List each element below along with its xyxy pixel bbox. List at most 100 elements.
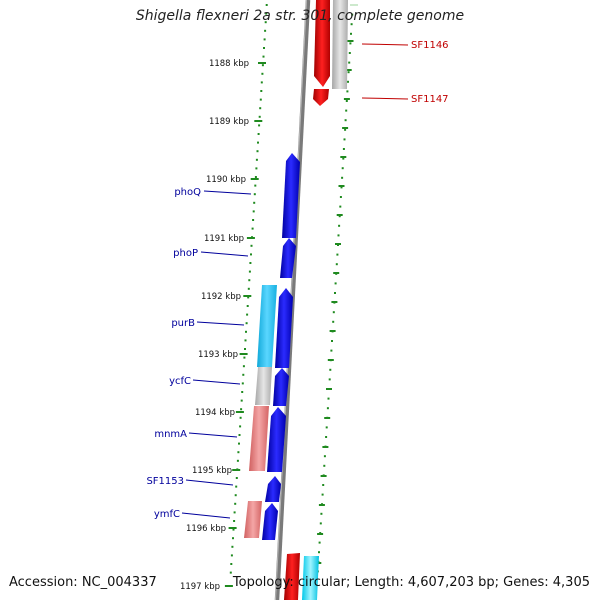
track-dot: [241, 391, 244, 393]
track-dot: [319, 522, 322, 525]
track-dot: [245, 322, 248, 325]
track-dot: [318, 541, 321, 544]
track-dot: [348, 52, 351, 54]
minor-tick: [343, 98, 350, 100]
track-dot: [245, 330, 247, 333]
gene-phoP-arrow[interactable]: [280, 238, 296, 278]
track-dot: [260, 90, 263, 92]
minor-tick: [345, 69, 352, 71]
track-dot: [255, 158, 258, 161]
track-dot: [341, 167, 344, 170]
track-dot: [325, 426, 328, 429]
track-dot: [264, 29, 267, 32]
gene-label-SF1147[interactable]: SF1147: [411, 94, 449, 105]
track-dot: [259, 98, 262, 101]
gene-label-ymfC[interactable]: ymfC: [154, 509, 180, 520]
track-dot: [243, 356, 246, 359]
minor-tick: [336, 214, 343, 216]
gene-label-mnmA[interactable]: mnmA: [154, 429, 187, 440]
track-dot: [346, 90, 349, 93]
tick-label: 1188 kbp: [209, 59, 249, 69]
track-dot: [247, 296, 250, 299]
track-dot: [247, 287, 250, 290]
leader-phoP: [200, 251, 249, 257]
gene-red-bottom[interactable]: [284, 553, 300, 600]
track-dot: [235, 485, 238, 488]
track-dot: [249, 262, 252, 264]
track-dot: [239, 425, 242, 428]
gene-label-SF1146[interactable]: SF1146: [411, 40, 449, 51]
gene-SF1146-arrow[interactable]: [314, 0, 330, 87]
gene-ymfC-pink[interactable]: [244, 501, 262, 538]
gene-ymfC-arrow[interactable]: [262, 503, 278, 540]
gene-SF1153-arrow[interactable]: [265, 476, 281, 502]
gene-purB-arrow[interactable]: [275, 288, 293, 368]
track-dot: [265, 12, 268, 15]
track-dot: [265, 4, 268, 6]
track-dot: [235, 477, 238, 479]
gene-label-purB[interactable]: purB: [171, 318, 195, 329]
track-dot: [261, 64, 264, 67]
track-dot: [344, 119, 347, 122]
track-dot: [252, 219, 255, 221]
track-dot: [326, 407, 329, 410]
gene-label-phoQ[interactable]: phoQ: [174, 187, 201, 198]
track-dot: [348, 61, 351, 64]
track-dot: [344, 128, 347, 131]
gene-phoQ-arrow[interactable]: [282, 153, 300, 238]
track-dot: [231, 545, 234, 548]
gene-label-SF1153[interactable]: SF1153: [146, 476, 184, 487]
track-dot: [259, 107, 262, 110]
track-dot: [262, 55, 265, 58]
gene-purB-paralog-cyan[interactable]: [257, 285, 277, 367]
minor-tick: [333, 272, 340, 274]
track-dot: [258, 115, 261, 118]
track-dot: [254, 184, 257, 187]
minor-tick: [329, 330, 336, 332]
gene-mnmA-arrow[interactable]: [267, 407, 286, 472]
track-dot: [254, 176, 257, 178]
track-dot: [230, 563, 233, 565]
gene-ycfC-arrow[interactable]: [273, 368, 289, 406]
gene-label-phoP[interactable]: phoP: [173, 248, 198, 259]
minor-tick: [342, 127, 349, 129]
gene-label-ycfC[interactable]: ycfC: [169, 376, 191, 387]
track-dot: [260, 81, 263, 84]
track-dot: [257, 133, 260, 135]
track-dot: [229, 571, 232, 574]
track-dot: [246, 305, 249, 307]
track-dot: [233, 511, 236, 514]
track-dot: [239, 416, 242, 419]
track-dot: [255, 167, 258, 170]
leader-phoQ: [203, 190, 252, 195]
track-dot: [248, 279, 251, 282]
tick-label: 1189 kbp: [209, 117, 249, 127]
kbp-tick: [239, 353, 248, 355]
minor-tick: [326, 388, 332, 390]
track-dot: [232, 537, 234, 540]
gene-SF1147-arrow[interactable]: [313, 89, 329, 106]
gene-grey-reverse[interactable]: [332, 0, 348, 89]
gene-mnmA-pink[interactable]: [249, 406, 269, 471]
leader-SF1146: [361, 43, 409, 46]
minor-tick: [331, 301, 338, 303]
leader-lines: [181, 43, 409, 519]
track-dot: [339, 196, 342, 198]
track-dot: [320, 512, 323, 515]
gene-ycfC-grey[interactable]: [255, 367, 272, 405]
leader-purB: [196, 321, 245, 326]
track-dot: [323, 455, 326, 458]
track-dot: [240, 408, 243, 411]
track-dot: [234, 494, 237, 497]
minor-tick: [340, 156, 347, 158]
track-dot: [253, 201, 256, 204]
gene-cyan-bottom[interactable]: [302, 556, 319, 600]
track-dot: [349, 42, 352, 45]
track-dot: [244, 339, 247, 342]
track-dot: [350, 32, 352, 35]
kbp-tick: [258, 62, 266, 64]
track-dot: [335, 263, 338, 266]
track-dot: [318, 551, 320, 554]
track-dot: [242, 365, 245, 368]
